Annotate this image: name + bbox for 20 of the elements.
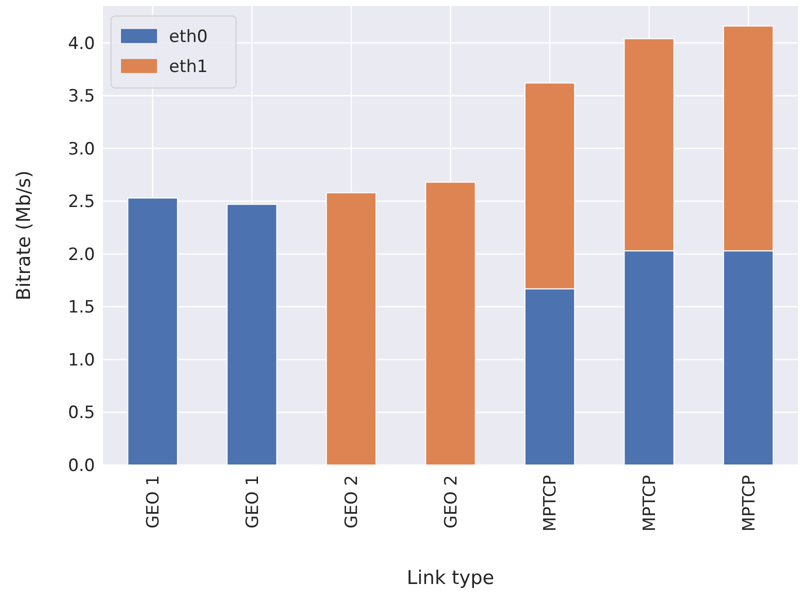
y-tick-label: 1.0 <box>68 350 95 370</box>
legend-label: eth1 <box>169 56 208 77</box>
y-tick-label: 0.5 <box>68 403 95 424</box>
y-tick-label: 3.0 <box>68 139 95 160</box>
legend-label: eth0 <box>169 26 208 47</box>
y-tick-label: 3.5 <box>68 86 95 107</box>
y-tick-label: 2.5 <box>68 192 95 212</box>
x-tick-label: MPTCP <box>540 475 561 532</box>
y-tick-label: 2.0 <box>68 244 95 265</box>
x-axis-title: Link type <box>406 567 494 589</box>
x-tick-label: GEO 2 <box>441 475 462 529</box>
x-tick-label: MPTCP <box>640 475 660 532</box>
x-tick-label: GEO 1 <box>144 475 164 529</box>
x-tick-label: GEO 1 <box>242 475 263 529</box>
y-tick-label: 1.5 <box>68 298 95 318</box>
x-tick-label: MPTCP <box>739 475 760 532</box>
y-tick-label: 0.0 <box>68 456 95 476</box>
y-tick-label: 4.0 <box>68 34 95 54</box>
y-axis-title: Bitrate (Mb/s) <box>13 170 35 300</box>
x-tick-label: GEO 2 <box>342 475 362 529</box>
